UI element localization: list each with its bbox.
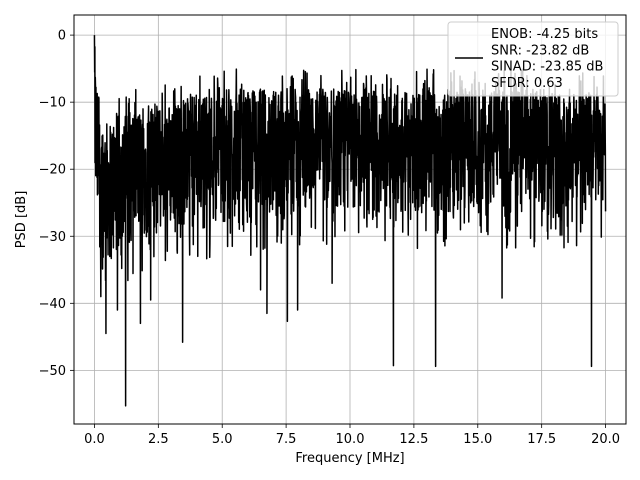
legend-entry: SINAD: -23.85 dB — [491, 60, 603, 75]
x-tick-label: 5.0 — [212, 432, 233, 447]
y-axis-title: PSD [dB] — [14, 191, 29, 249]
x-axis-ticks: 0.0 2.5 5.0 7.5 10.0 12.5 15.0 17.5 20.0 — [84, 424, 620, 447]
y-tick-label: 0 — [58, 29, 66, 44]
psd-series-line — [93, 35, 607, 407]
legend-entry: SFDR: 0.63 — [491, 76, 563, 91]
x-tick-label: 7.5 — [276, 432, 297, 447]
y-axis-ticks: 0 −10 −20 −30 −40 −50 — [39, 29, 74, 379]
y-tick-label: −30 — [39, 230, 66, 245]
x-tick-label: 20.0 — [591, 432, 620, 447]
x-tick-label: 10.0 — [336, 432, 365, 447]
plot-area — [93, 35, 607, 407]
legend-entry: SNR: -23.82 dB — [491, 43, 589, 58]
x-tick-label: 2.5 — [148, 432, 169, 447]
y-tick-label: −10 — [39, 96, 66, 111]
x-tick-label: 17.5 — [527, 432, 556, 447]
legend-entry: ENOB: -4.25 bits — [491, 27, 598, 42]
y-tick-label: −50 — [39, 364, 66, 379]
x-axis-title: Frequency [MHz] — [295, 451, 404, 466]
x-tick-label: 12.5 — [399, 432, 428, 447]
y-tick-label: −40 — [39, 297, 66, 312]
x-tick-label: 0.0 — [84, 432, 105, 447]
legend-box — [447, 21, 619, 97]
y-tick-label: −20 — [39, 163, 66, 178]
x-tick-label: 15.0 — [463, 432, 492, 447]
